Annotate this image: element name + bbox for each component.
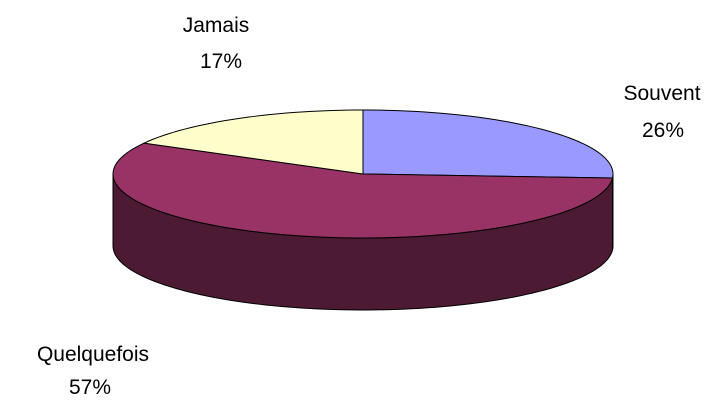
slice-label-jamais: Jamais [183, 14, 250, 37]
slice-label-souvent: Souvent [623, 82, 700, 105]
pie-top-slices [112, 109, 614, 239]
slice-value-quelquefois: 57% [69, 376, 111, 399]
slice-label-quelquefois: Quelquefois [37, 343, 149, 366]
pie-slice-souvent [362, 109, 614, 179]
slice-value-souvent: 26% [642, 119, 684, 142]
pie-slice-jamais [143, 109, 364, 175]
slice-value-jamais: 17% [200, 50, 242, 73]
pie-slice-quelquefois [112, 142, 614, 239]
